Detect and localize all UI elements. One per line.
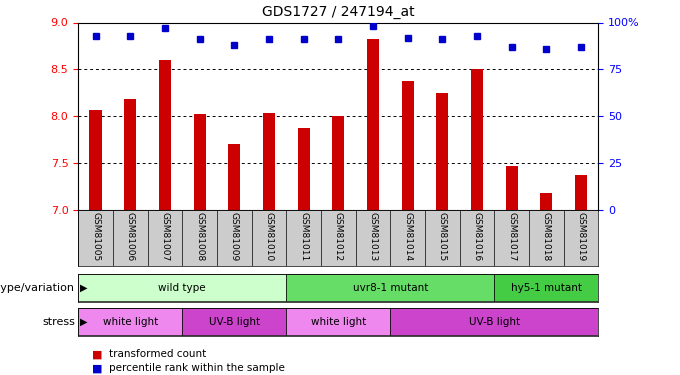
Text: ▶: ▶: [80, 283, 87, 293]
Text: UV-B light: UV-B light: [469, 316, 520, 327]
Text: UV-B light: UV-B light: [209, 316, 260, 327]
Text: GSM81012: GSM81012: [334, 212, 343, 261]
Bar: [471, 69, 483, 210]
Text: GSM81006: GSM81006: [126, 212, 135, 261]
Text: white light: white light: [103, 316, 158, 327]
Title: GDS1727 / 247194_at: GDS1727 / 247194_at: [262, 5, 415, 19]
Text: GSM81019: GSM81019: [577, 212, 585, 261]
Bar: [541, 193, 552, 210]
Bar: [494, 274, 598, 302]
Bar: [286, 274, 494, 302]
Text: uvr8-1 mutant: uvr8-1 mutant: [353, 283, 428, 293]
Bar: [437, 93, 448, 210]
Text: GSM81008: GSM81008: [195, 212, 204, 261]
Bar: [228, 144, 240, 210]
Text: GSM81011: GSM81011: [299, 212, 308, 261]
Bar: [78, 274, 286, 302]
Text: GSM81018: GSM81018: [542, 212, 551, 261]
Text: hy5-1 mutant: hy5-1 mutant: [511, 283, 582, 293]
Bar: [194, 114, 205, 210]
Text: stress: stress: [42, 316, 75, 327]
Bar: [78, 308, 182, 335]
Bar: [506, 166, 517, 210]
Bar: [298, 128, 309, 210]
Text: GSM81015: GSM81015: [438, 212, 447, 261]
Text: white light: white light: [311, 316, 366, 327]
Bar: [333, 116, 344, 210]
Bar: [402, 81, 413, 210]
Bar: [182, 308, 286, 335]
Text: wild type: wild type: [158, 283, 206, 293]
Text: GSM81013: GSM81013: [369, 212, 377, 261]
Bar: [575, 176, 587, 210]
Text: ▶: ▶: [80, 316, 87, 327]
Text: GSM81016: GSM81016: [473, 212, 481, 261]
Text: percentile rank within the sample: percentile rank within the sample: [109, 363, 285, 373]
Bar: [367, 39, 379, 210]
Bar: [124, 99, 136, 210]
Text: GSM81010: GSM81010: [265, 212, 273, 261]
Text: transformed count: transformed count: [109, 350, 206, 359]
Bar: [263, 114, 275, 210]
Text: ■: ■: [92, 350, 102, 359]
Text: GSM81005: GSM81005: [91, 212, 100, 261]
Bar: [390, 308, 598, 335]
Text: ■: ■: [92, 363, 102, 373]
Text: GSM81009: GSM81009: [230, 212, 239, 261]
Text: genotype/variation: genotype/variation: [0, 283, 75, 293]
Bar: [90, 110, 101, 210]
Text: GSM81014: GSM81014: [403, 212, 412, 261]
Bar: [159, 60, 171, 210]
Text: GSM81017: GSM81017: [507, 212, 516, 261]
Bar: [286, 308, 390, 335]
Text: GSM81007: GSM81007: [160, 212, 169, 261]
